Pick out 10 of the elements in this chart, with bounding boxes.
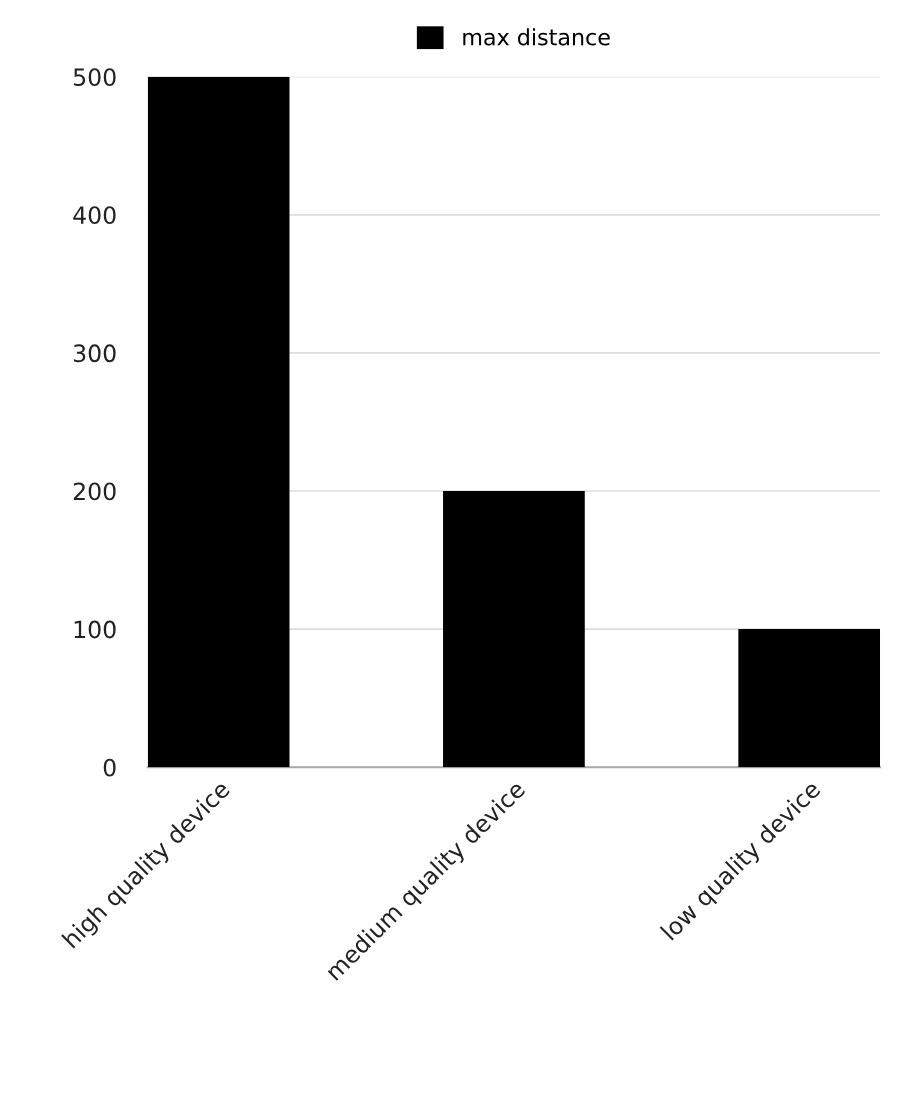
y-tick-label: 500 bbox=[73, 68, 116, 87]
y-tick-label: 400 bbox=[73, 206, 116, 225]
y-tick-label: 0 bbox=[103, 758, 116, 777]
y-tick-label: 200 bbox=[73, 482, 116, 501]
y-tick-label: 300 bbox=[73, 344, 116, 363]
bar bbox=[147, 76, 290, 768]
y-tick-label: 100 bbox=[74, 620, 116, 639]
legend-label: max distance bbox=[463, 28, 610, 46]
bar bbox=[738, 629, 881, 768]
bar bbox=[443, 491, 585, 768]
